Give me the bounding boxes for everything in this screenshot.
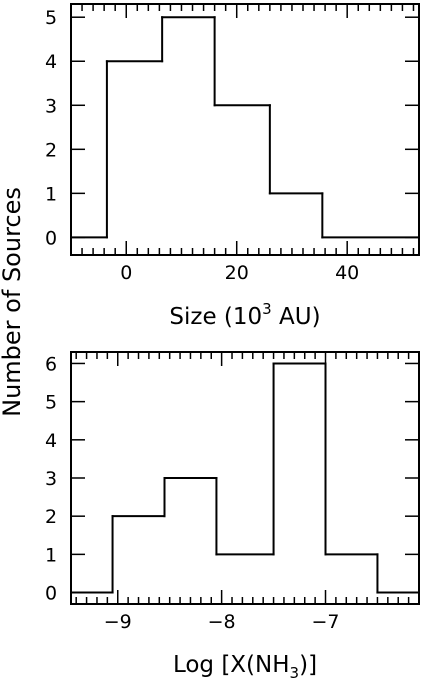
y-tick-label: 5 — [45, 7, 57, 29]
y-tick-label: 3 — [45, 468, 57, 490]
y-tick-label: 4 — [45, 51, 57, 73]
y-tick-label: 2 — [45, 139, 57, 161]
x-axis-label-subscript: 3 — [290, 664, 300, 682]
x-axis-label-main: Size (10 — [169, 304, 262, 330]
y-tick-label: 6 — [45, 353, 57, 375]
x-tick-label: 40 — [335, 262, 359, 284]
x-axis-label-suffix: AU) — [272, 304, 321, 330]
x-axis-label: Log [X(NH3)] — [173, 652, 317, 682]
x-axis-label-suffix: )] — [299, 652, 317, 678]
x-axis-label: Size (103 AU) — [169, 300, 320, 330]
y-tick-label: 5 — [45, 392, 57, 414]
y-tick-label: 0 — [45, 583, 57, 605]
x-tick-label: −7 — [311, 611, 339, 633]
x-axis-label-superscript: 3 — [262, 300, 272, 318]
x-tick-label: −8 — [208, 611, 236, 633]
y-tick-label: 4 — [45, 430, 57, 452]
plot-frame — [70, 3, 420, 256]
plot-frame — [70, 351, 420, 605]
y-axis-label: Number of Sources — [0, 187, 26, 417]
y-tick-label: 0 — [45, 227, 57, 249]
y-tick-label: 3 — [45, 95, 57, 117]
x-tick-label: −9 — [104, 611, 132, 633]
x-tick-label: 20 — [225, 262, 249, 284]
y-tick-label: 1 — [45, 183, 57, 205]
y-tick-label: 1 — [45, 544, 57, 566]
y-tick-label: 2 — [45, 506, 57, 528]
x-axis-label-main: Log [X(NH — [173, 652, 290, 678]
x-tick-label: 0 — [120, 262, 132, 284]
